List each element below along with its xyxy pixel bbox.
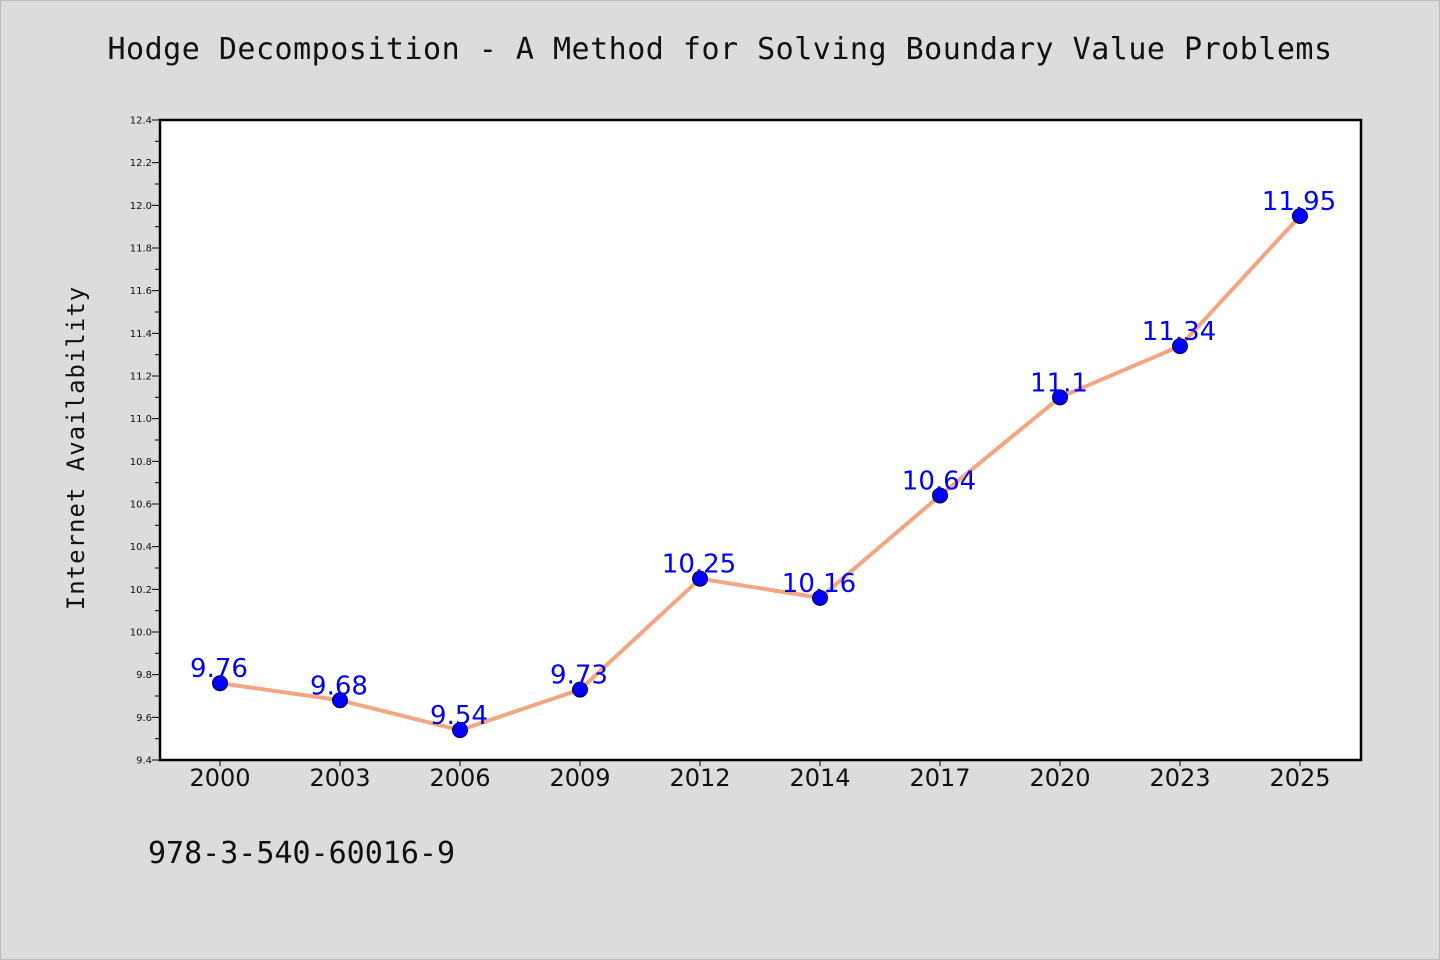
x-tick-label: 2012 bbox=[669, 764, 730, 792]
y-tick-label: 10.4 bbox=[130, 542, 152, 553]
x-tick-label: 2020 bbox=[1029, 764, 1090, 792]
y-tick-label: 12.4 bbox=[130, 116, 152, 127]
data-point bbox=[572, 681, 588, 698]
data-label: 9.76 bbox=[190, 654, 248, 684]
data-point bbox=[1172, 338, 1188, 355]
plot-area bbox=[160, 120, 1361, 760]
y-tick-label: 12.2 bbox=[130, 158, 152, 169]
x-tick-label: 2003 bbox=[309, 764, 370, 792]
y-tick-label: 10.6 bbox=[130, 500, 152, 511]
y-tick-label: 9.4 bbox=[136, 756, 152, 767]
data-label: 10.16 bbox=[782, 569, 856, 599]
data-label: 9.68 bbox=[310, 671, 368, 701]
data-label: 10.25 bbox=[662, 550, 736, 580]
data-point bbox=[692, 570, 708, 587]
data-label: 9.73 bbox=[550, 661, 608, 691]
isbn-text: 978-3-540-60016-9 bbox=[148, 836, 456, 871]
y-tick-label: 10.0 bbox=[130, 628, 152, 639]
data-label: 9.54 bbox=[430, 701, 488, 731]
data-label: 11.1 bbox=[1030, 368, 1088, 398]
y-tick-label: 12.0 bbox=[130, 201, 152, 212]
y-tick-label: 11.8 bbox=[130, 244, 152, 255]
series-line bbox=[218, 214, 1302, 733]
x-tick-label: 2017 bbox=[909, 764, 970, 792]
data-label: 11.34 bbox=[1142, 317, 1216, 347]
x-tick-label: 2014 bbox=[789, 764, 850, 792]
data-label: 11.95 bbox=[1262, 187, 1336, 217]
x-tick-label: 2025 bbox=[1269, 764, 1330, 792]
data-point bbox=[332, 692, 348, 709]
y-tick-label: 10.2 bbox=[130, 585, 152, 596]
x-tick-label: 2009 bbox=[549, 764, 610, 792]
y-tick-label: 11.2 bbox=[130, 372, 152, 383]
x-tick-label: 2006 bbox=[429, 764, 490, 792]
chart-title: Hodge Decomposition - A Method for Solvi… bbox=[107, 32, 1333, 67]
data-point bbox=[1292, 208, 1308, 224]
y-tick-label: 9.8 bbox=[136, 670, 152, 681]
plot-border bbox=[158, 118, 1363, 762]
y-tick-label: 11.0 bbox=[130, 414, 152, 425]
x-tick-label: 2000 bbox=[189, 764, 250, 792]
data-point bbox=[932, 487, 948, 504]
data-point bbox=[1052, 389, 1068, 406]
y-tick-label: 11.6 bbox=[130, 286, 152, 297]
data-point bbox=[812, 589, 828, 606]
x-tick-label: 2023 bbox=[1149, 764, 1210, 792]
y-tick-label: 10.8 bbox=[130, 457, 152, 468]
y-tick-label: 9.6 bbox=[136, 713, 152, 724]
data-label: 10.64 bbox=[902, 466, 976, 496]
y-tick-label: 11.4 bbox=[130, 329, 152, 340]
data-point bbox=[452, 722, 468, 739]
data-point bbox=[212, 675, 228, 692]
